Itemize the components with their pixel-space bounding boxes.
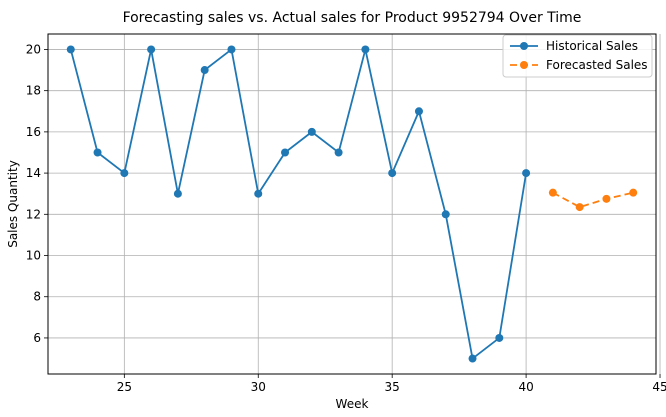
- historical-sales-point: [254, 189, 263, 198]
- y-tick-label: 6: [33, 331, 41, 345]
- y-tick-label: 16: [26, 125, 41, 139]
- x-tick-label: 35: [385, 380, 400, 394]
- historical-sales-point: [388, 169, 397, 178]
- x-tick-label: 40: [518, 380, 533, 394]
- historical-sales-point: [441, 210, 450, 219]
- historical-sales-point: [414, 107, 423, 116]
- historical-sales-point: [495, 333, 504, 342]
- historical-sales-point: [147, 45, 156, 54]
- historical-sales-point: [307, 127, 316, 136]
- historical-sales-point: [334, 148, 343, 157]
- y-axis-label: Sales Quantity: [6, 160, 20, 248]
- forecasted-sales-point: [548, 188, 557, 197]
- historical-sales-point: [227, 45, 236, 54]
- legend-historical-sales-marker: [520, 42, 528, 50]
- forecasted-sales-point: [602, 194, 611, 203]
- ticks: 25 30 35 40 45 6 8 10 12 14 16 18 20: [26, 42, 666, 394]
- historical-sales-point: [522, 169, 531, 178]
- historical-sales-line: [69, 47, 527, 361]
- legend-forecasted-sales-marker: [520, 61, 528, 69]
- forecasted-sales-point: [629, 188, 638, 197]
- historical-sales-point: [361, 45, 370, 54]
- historical-sales-point: [468, 354, 477, 363]
- legend: Historical Sales Forecasted Sales: [502, 34, 653, 78]
- forecasted-sales-point: [575, 203, 584, 212]
- historical-sales-point: [173, 189, 182, 198]
- legend-forecasted-sales-label: Forecasted Sales: [546, 58, 648, 72]
- grid: [48, 34, 661, 374]
- legend-historical-sales-label: Historical Sales: [546, 39, 638, 53]
- historical-sales-point: [200, 66, 209, 75]
- plot-frame: [47, 33, 657, 375]
- chart-title: Forecasting sales vs. Actual sales for P…: [123, 10, 582, 26]
- historical-sales-point: [66, 45, 75, 54]
- y-tick-label: 10: [26, 249, 41, 263]
- x-tick-label: 25: [117, 380, 132, 394]
- forecasted-sales-line: [552, 191, 634, 209]
- y-tick-label: 20: [26, 42, 41, 56]
- series-layer: [66, 45, 638, 363]
- x-tick-label: 30: [251, 380, 266, 394]
- historical-sales-point: [120, 169, 129, 178]
- y-tick-label: 12: [26, 207, 41, 221]
- y-tick-label: 18: [26, 84, 41, 98]
- y-tick-label: 14: [26, 166, 41, 180]
- legend-box: [502, 34, 653, 78]
- y-tick-label: 8: [33, 290, 41, 304]
- x-tick-label: 45: [652, 380, 666, 394]
- historical-sales-point: [93, 148, 102, 157]
- x-axis-label: Week: [336, 397, 369, 411]
- historical-sales-point: [281, 148, 290, 157]
